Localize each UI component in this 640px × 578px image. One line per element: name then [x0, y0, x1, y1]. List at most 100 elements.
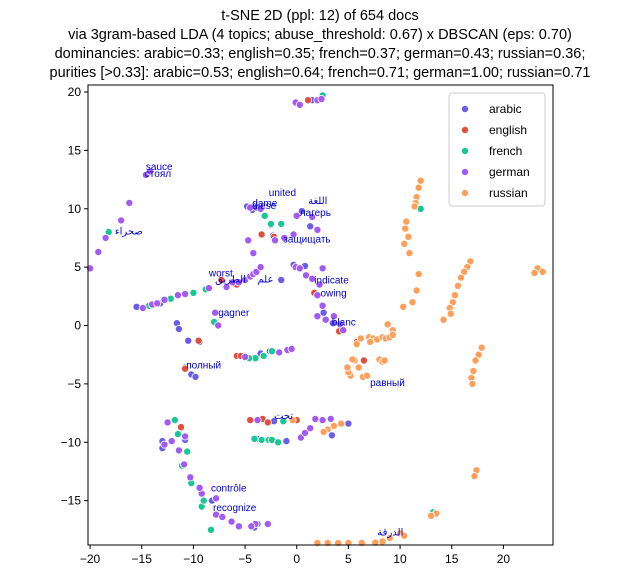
annotation-label: اللغة: [308, 196, 327, 207]
annotation-label: united: [269, 188, 296, 199]
annotation-label: blanc: [332, 318, 356, 329]
point-russian-74: [288, 416, 297, 425]
annotation-label: owing: [321, 288, 347, 299]
point-arabic-33: [344, 419, 353, 428]
legend-label-french: french: [489, 144, 522, 158]
legend-box: [448, 92, 546, 207]
title-line-1: t-SNE 2D (ppl: 12) of 654 docs: [221, 8, 418, 24]
point-french-28: [274, 438, 283, 447]
point-arabic-32: [327, 431, 336, 440]
point-russian-63: [357, 539, 366, 548]
point-arabic-4: [184, 336, 193, 345]
point-german-16: [222, 282, 231, 291]
x-tick-label: −5: [238, 552, 252, 566]
points-layer: [86, 91, 547, 548]
point-german-37: [308, 274, 317, 283]
annotation-label: علم: [258, 274, 274, 285]
x-tick-label: 10: [393, 552, 407, 566]
legend-label-arabic: arabic: [489, 102, 522, 116]
point-english-9: [304, 96, 313, 105]
point-german-14: [211, 308, 220, 317]
point-german-65: [218, 513, 227, 522]
point-arabic-3: [174, 324, 183, 333]
annotation-label: gagner: [218, 308, 250, 319]
point-german-29: [280, 233, 289, 242]
point-russian-13: [399, 302, 408, 311]
point-german-36: [301, 271, 310, 280]
point-german-50: [317, 95, 326, 104]
point-french-18: [173, 430, 182, 439]
point-french-11: [279, 417, 288, 426]
point-german-64: [195, 483, 204, 492]
point-german-25: [256, 204, 265, 213]
point-german-77: [263, 520, 272, 529]
point-russian-38: [456, 273, 465, 282]
x-tick-label: −20: [80, 552, 101, 566]
point-english-5: [181, 364, 190, 373]
x-tick-label: −15: [132, 552, 153, 566]
annotation-label: стоял: [145, 169, 171, 180]
point-russian-22: [388, 330, 397, 339]
point-russian-59: [400, 531, 409, 540]
point-french-14: [170, 416, 179, 425]
point-german-3: [117, 216, 126, 225]
point-russian-66: [323, 539, 332, 548]
point-russian-69: [329, 421, 338, 430]
x-tick-label: −10: [183, 552, 204, 566]
point-russian-45: [477, 343, 486, 352]
point-french-10: [259, 351, 268, 360]
point-russian-34: [380, 356, 389, 365]
legend-marker-russian: [460, 188, 469, 197]
point-russian-10: [414, 270, 423, 279]
legend-label-german: german: [489, 165, 530, 179]
point-german-27: [244, 236, 253, 245]
legend-marker-english: [460, 126, 469, 135]
point-french-19: [183, 447, 192, 456]
point-russian-57: [427, 511, 436, 520]
point-russian-40: [450, 291, 459, 300]
point-german-62: [167, 437, 176, 446]
point-german-40: [313, 291, 322, 300]
point-french-21: [267, 347, 276, 356]
point-german-24: [246, 203, 255, 212]
point-russian-12: [408, 298, 417, 307]
series-german: [86, 95, 348, 531]
point-english-14: [359, 356, 368, 365]
plot-frame: [87, 84, 554, 546]
point-russian-71: [319, 427, 328, 436]
point-german-7: [138, 303, 147, 312]
x-tick-label: 0: [293, 552, 300, 566]
point-russian-6: [402, 217, 411, 226]
point-german-76: [160, 440, 169, 449]
point-german-15: [214, 321, 223, 330]
point-arabic-34: [277, 275, 286, 284]
point-german-12: [181, 289, 190, 298]
point-russian-65: [334, 539, 343, 548]
point-german-54: [212, 494, 221, 503]
point-russian-8: [400, 239, 409, 248]
point-russian-50: [468, 379, 477, 388]
title-line-4: purities [>0.33]: arabic=0.53; english=0…: [50, 65, 591, 81]
point-russian-48: [469, 366, 478, 375]
point-russian-1: [414, 183, 423, 192]
point-german-43: [321, 315, 330, 324]
chart-title: t-SNE 2D (ppl: 12) of 654 docs via 3gram…: [50, 8, 591, 81]
point-german-2: [101, 233, 110, 242]
annotation-label: diese: [252, 201, 276, 212]
point-russian-9: [405, 249, 414, 258]
point-russian-0: [416, 176, 425, 185]
point-french-24: [206, 525, 215, 534]
legend-marker-german: [460, 167, 469, 176]
annotation-label: лагерь: [300, 208, 331, 219]
point-russian-28: [362, 371, 371, 380]
point-russian-54: [538, 267, 547, 276]
x-axis: −20 −15 −10 −5 0 5 10 15 20: [80, 545, 510, 566]
point-german-78: [247, 522, 256, 531]
annotation-label: recognize: [213, 503, 257, 514]
y-tick-label: −5: [67, 377, 81, 391]
point-german-33: [313, 225, 322, 234]
point-russian-68: [337, 419, 346, 428]
point-arabic-8: [191, 372, 200, 381]
point-russian-4: [410, 202, 419, 211]
legend-marker-french: [460, 146, 469, 155]
